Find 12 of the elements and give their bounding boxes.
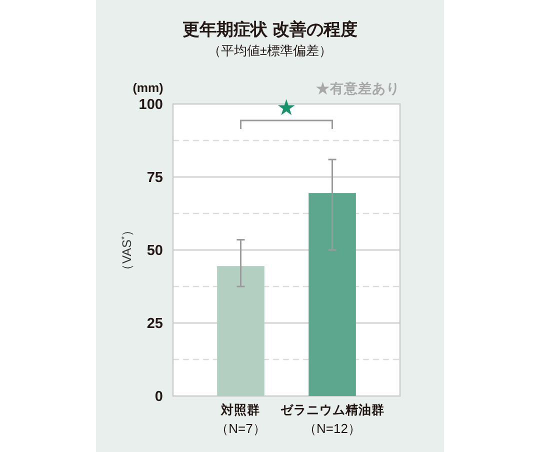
text: (mm) xyxy=(132,81,164,95)
annotation: ★ xyxy=(276,95,296,120)
x-tick-label: ゼラニウム精油群（N=12） xyxy=(280,403,384,436)
y-tick-label: 25 xyxy=(146,316,163,332)
y-tick-label: 100 xyxy=(138,97,163,113)
x-tick-label: 対照群（N=7） xyxy=(216,402,266,436)
y-tick-label: 0 xyxy=(154,389,163,405)
y-tick-label: 50 xyxy=(146,243,163,259)
text: ★有意差あり xyxy=(316,80,400,96)
y-tick-label: 75 xyxy=(146,170,163,186)
chart-title: 更年期症状 改善の程度 xyxy=(182,19,358,39)
chart-subtitle: （平均値±標準偏差） xyxy=(208,43,332,58)
